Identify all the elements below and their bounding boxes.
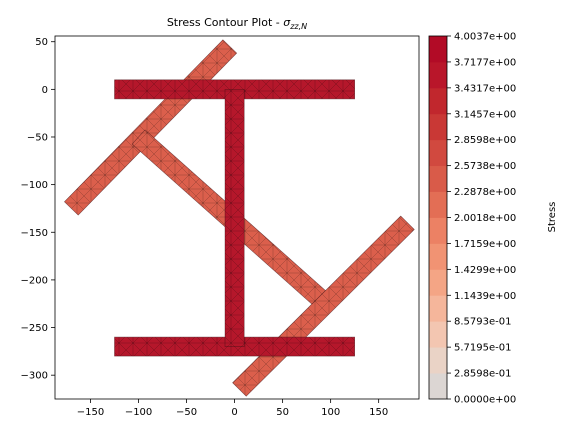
x-tick-label: −50 xyxy=(176,407,197,418)
colorbar-band xyxy=(429,165,447,192)
x-tick-label: −100 xyxy=(125,407,152,418)
colorbar-tick-label: 2.8598e+00 xyxy=(454,135,516,146)
y-tick-label: −200 xyxy=(21,275,48,286)
member-mesh xyxy=(224,89,245,347)
axes: −150 −100 −50 0 50 100 150 50 0 −50 −100 −150 −200 −2… xyxy=(21,37,389,418)
colorbar-tick-label: 0.0000e+00 xyxy=(454,395,516,406)
colorbar-band xyxy=(429,269,447,296)
y-tick-label: −300 xyxy=(21,371,48,382)
colorbar-band xyxy=(429,139,447,167)
x-tick-label: 50 xyxy=(276,407,289,418)
y-tick-label: −100 xyxy=(21,180,48,191)
x-tick-label: 100 xyxy=(321,407,340,418)
colorbar-tick-label: 2.0018e+00 xyxy=(454,213,516,224)
y-tick-label: 0 xyxy=(42,85,48,96)
colorbar-band xyxy=(429,373,447,400)
colorbar-tick-label: 3.1457e+00 xyxy=(454,109,516,120)
chart-title: Stress Contour Plot - σzz,N xyxy=(167,16,307,31)
y-tick-label: −50 xyxy=(27,132,48,143)
colorbar-band xyxy=(429,36,447,63)
colorbar-tick-label: 3.7177e+00 xyxy=(454,57,516,68)
colorbar-band xyxy=(429,321,447,348)
y-tick-label: −250 xyxy=(21,323,48,334)
colorbar-band xyxy=(429,191,447,218)
colorbar-tick-label: 1.1439e+00 xyxy=(454,291,516,302)
colorbar-tick-label: 2.5738e+00 xyxy=(454,161,516,172)
colorbar-band xyxy=(429,113,447,141)
colorbar-tick-label: 5.7195e-01 xyxy=(454,343,511,354)
mesh-members xyxy=(63,39,415,397)
colorbar-band xyxy=(429,347,447,374)
colorbar-band xyxy=(429,243,447,270)
colorbar-tick-label: 8.5793e-01 xyxy=(454,317,511,328)
y-tick-label: −150 xyxy=(21,228,48,239)
colorbar-label: Stress xyxy=(547,202,558,233)
colorbar-band xyxy=(429,61,447,89)
colorbar-tick-label: 2.8598e-01 xyxy=(454,369,511,380)
colorbar-band xyxy=(429,295,447,322)
x-tick-label: −150 xyxy=(77,407,104,418)
x-tick-label: 150 xyxy=(369,407,388,418)
y-tick-label: 50 xyxy=(35,37,48,48)
colorbar-band xyxy=(429,87,447,115)
colorbar-tick-label: 2.2878e+00 xyxy=(454,187,516,198)
colorbar-band xyxy=(429,217,447,244)
colorbar-tick-label: 1.7159e+00 xyxy=(454,239,516,250)
colorbar: 0.0000e+00 2.8598e-01 5.7195e-01 8.5793e-01… xyxy=(429,32,516,406)
member-web xyxy=(224,89,245,347)
colorbar-tick-label: 3.4317e+00 xyxy=(454,83,516,94)
plot-frame xyxy=(54,35,420,400)
x-tick-label: 0 xyxy=(231,407,237,418)
colorbar-frame xyxy=(428,35,448,400)
colorbar-tick-label: 1.4299e+00 xyxy=(454,265,516,276)
colorbar-tick-label: 4.0037e+00 xyxy=(454,32,516,43)
